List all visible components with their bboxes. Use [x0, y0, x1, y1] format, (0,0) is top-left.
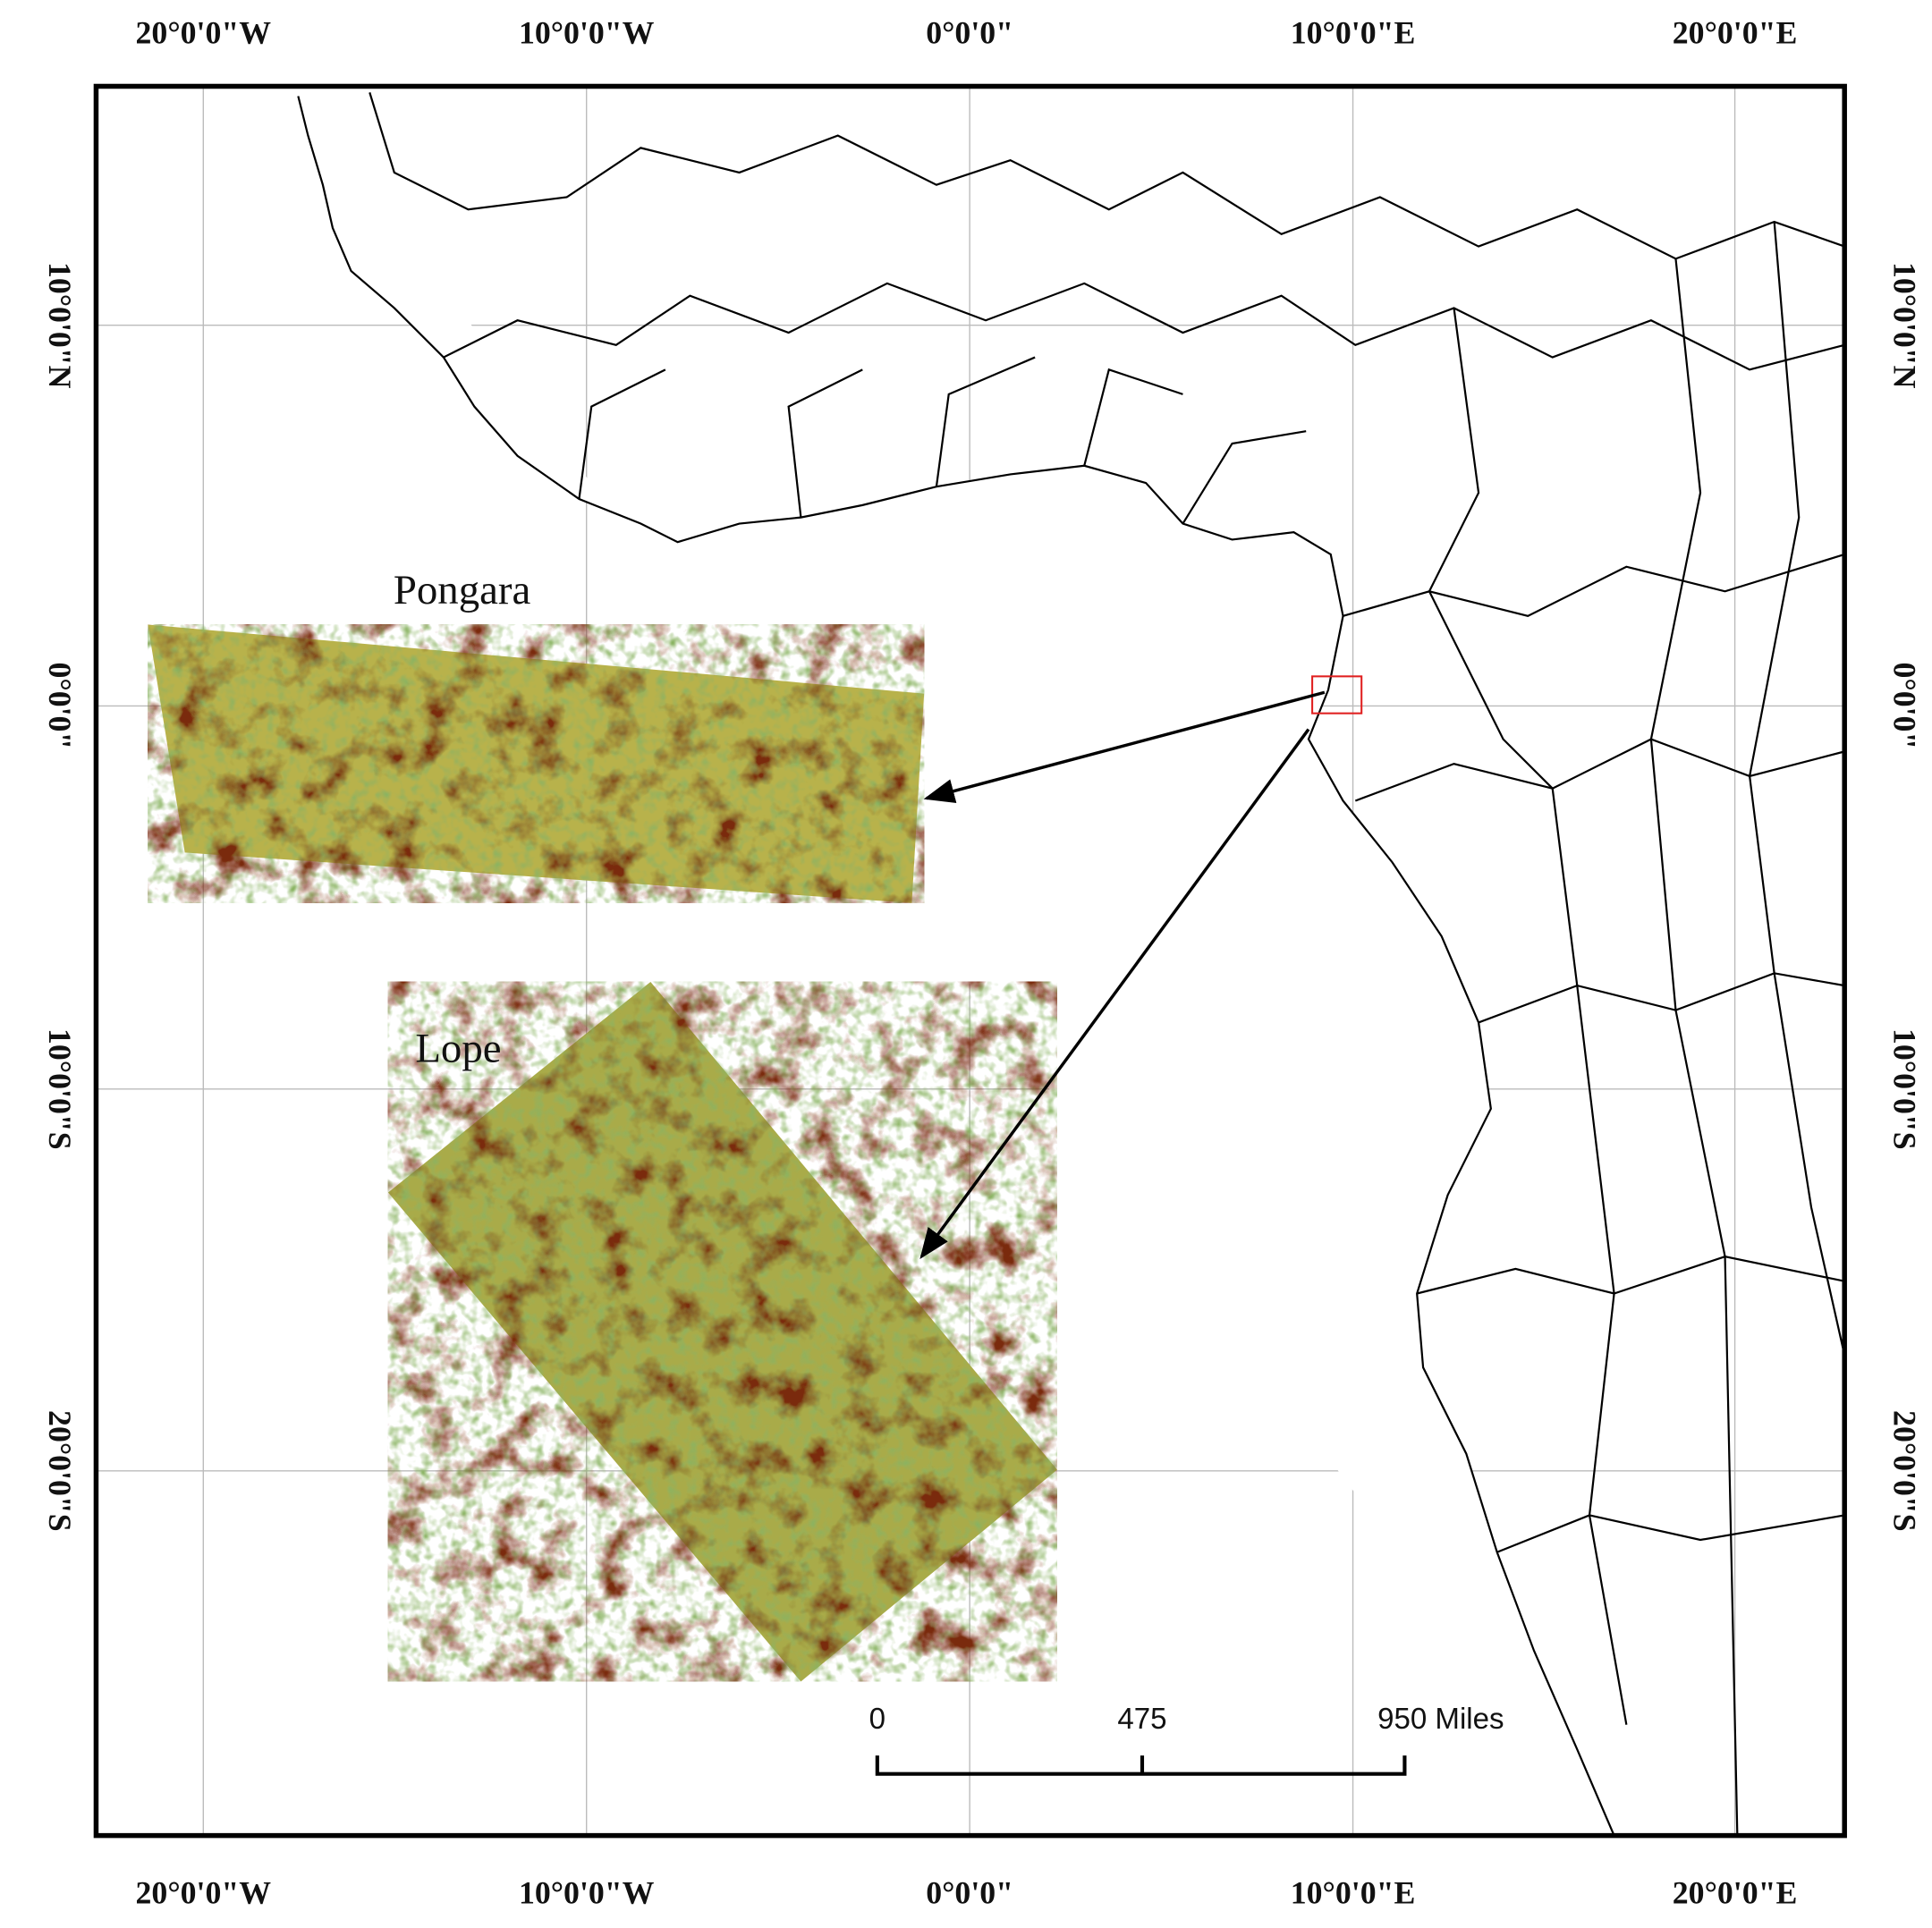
map-frame	[93, 83, 1847, 1839]
place-label: Pongara	[394, 567, 531, 613]
lat-label: 10°0'0"S	[1886, 1028, 1922, 1150]
lat-label: 0°0'0"	[42, 662, 78, 749]
lon-label: 0°0'0"	[926, 14, 1013, 50]
lon-label: 20°0'0"E	[1673, 14, 1798, 50]
scale-label: 950 Miles	[1377, 1703, 1504, 1736]
scale-bar	[875, 1755, 1407, 1776]
lon-label: 20°0'0"E	[1673, 1874, 1798, 1910]
lat-label: 20°0'0"S	[1886, 1410, 1922, 1532]
lon-label: 10°0'0"W	[519, 14, 655, 50]
lon-label: 20°0'0"W	[136, 14, 272, 50]
place-label: Lope	[415, 1026, 501, 1072]
lat-label: 10°0'0"S	[42, 1028, 78, 1150]
land	[297, 92, 1846, 1837]
lope-raster	[387, 981, 1057, 1682]
lon-label: 10°0'0"E	[1291, 1874, 1416, 1910]
lon-label: 10°0'0"W	[519, 1874, 655, 1910]
lon-label: 0°0'0"	[926, 1874, 1013, 1910]
lat-label: 20°0'0"S	[42, 1410, 78, 1532]
pongara-raster	[148, 624, 925, 903]
arrow	[919, 728, 1310, 1259]
lat-label: 0°0'0"	[1886, 662, 1922, 749]
lat-label: 10°0'0"N	[1886, 262, 1922, 389]
lon-label: 20°0'0"W	[136, 1874, 272, 1910]
lat-label: 10°0'0"N	[42, 262, 78, 389]
scale-label: 475	[1117, 1703, 1166, 1736]
scale-label: 0	[869, 1703, 886, 1736]
arrow	[923, 690, 1326, 804]
lon-label: 10°0'0"E	[1291, 14, 1416, 50]
